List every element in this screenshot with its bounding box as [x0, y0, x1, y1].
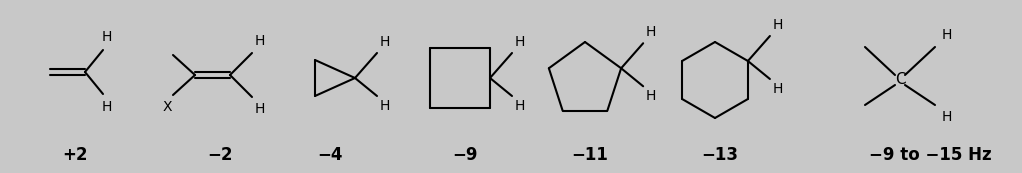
- Text: H: H: [380, 99, 390, 113]
- Text: H: H: [773, 18, 783, 32]
- Text: H: H: [646, 89, 656, 103]
- Text: H: H: [102, 100, 112, 114]
- Text: −9 to −15 Hz: −9 to −15 Hz: [869, 146, 991, 164]
- Text: +2: +2: [62, 146, 88, 164]
- Text: −4: −4: [317, 146, 342, 164]
- Text: H: H: [515, 35, 525, 49]
- Text: −2: −2: [207, 146, 233, 164]
- Text: H: H: [254, 34, 265, 48]
- Text: H: H: [254, 102, 265, 116]
- Text: H: H: [380, 35, 390, 49]
- Text: C: C: [894, 72, 905, 88]
- Text: H: H: [515, 99, 525, 113]
- Text: H: H: [942, 110, 953, 124]
- Text: −11: −11: [571, 146, 608, 164]
- Text: H: H: [773, 82, 783, 96]
- Text: −9: −9: [453, 146, 477, 164]
- Text: −13: −13: [701, 146, 739, 164]
- Text: H: H: [646, 25, 656, 39]
- Text: H: H: [102, 30, 112, 44]
- Text: H: H: [942, 28, 953, 42]
- Text: X: X: [162, 100, 172, 114]
